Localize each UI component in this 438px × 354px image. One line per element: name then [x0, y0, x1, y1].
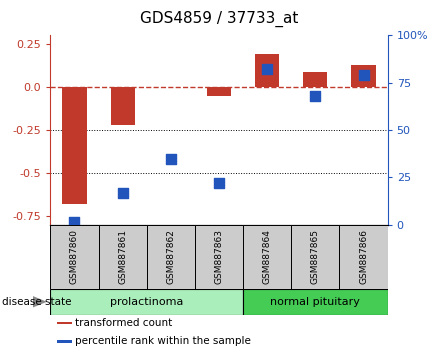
Bar: [243, 225, 291, 289]
Text: GSM887863: GSM887863: [215, 229, 223, 284]
Polygon shape: [33, 296, 47, 308]
Text: prolactinoma: prolactinoma: [110, 297, 184, 307]
Bar: [195, 225, 243, 289]
Bar: [57, 340, 72, 343]
Bar: [62, 87, 86, 204]
Bar: [57, 321, 72, 324]
Point: [119, 190, 126, 195]
Bar: [110, 87, 134, 125]
Bar: [255, 54, 279, 87]
Bar: [291, 225, 339, 289]
Bar: [303, 72, 327, 87]
Text: percentile rank within the sample: percentile rank within the sample: [74, 336, 251, 346]
Text: GSM887862: GSM887862: [166, 229, 175, 284]
Point: [360, 72, 367, 78]
Point: [215, 180, 223, 186]
Bar: [50, 289, 243, 315]
Text: GSM887864: GSM887864: [263, 229, 272, 284]
Bar: [351, 65, 375, 87]
Bar: [339, 225, 388, 289]
Point: [312, 93, 319, 99]
Text: GDS4859 / 37733_at: GDS4859 / 37733_at: [140, 11, 298, 27]
Text: normal pituitary: normal pituitary: [270, 297, 360, 307]
Text: GSM887861: GSM887861: [118, 229, 127, 284]
Text: GSM887865: GSM887865: [311, 229, 320, 284]
Text: transformed count: transformed count: [74, 318, 172, 328]
Bar: [147, 225, 195, 289]
Bar: [243, 289, 388, 315]
Point: [264, 67, 271, 72]
Point: [71, 219, 78, 225]
Point: [167, 156, 174, 161]
Bar: [207, 87, 231, 96]
Bar: [99, 225, 147, 289]
Text: GSM887860: GSM887860: [70, 229, 79, 284]
Text: disease state: disease state: [2, 297, 72, 307]
Text: GSM887866: GSM887866: [359, 229, 368, 284]
Bar: [50, 225, 99, 289]
